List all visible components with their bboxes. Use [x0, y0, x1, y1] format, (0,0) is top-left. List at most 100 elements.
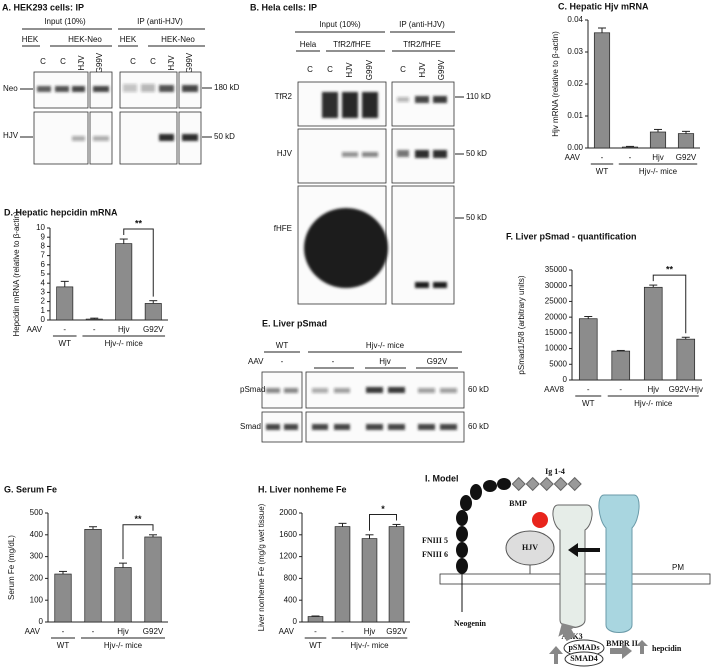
blot: [305, 411, 465, 443]
x-tick-label: -: [619, 385, 622, 394]
bar-chart: H. Liver nonheme Fe Liver nonheme Fe (mg/…: [257, 484, 410, 650]
lane-label: HJV: [77, 55, 86, 71]
row-label: TfR2: [275, 92, 293, 101]
lane-label: G99V: [437, 59, 446, 80]
blot: [305, 371, 465, 409]
x-tick-label: Hjv: [652, 153, 664, 162]
size-label: 50 kD: [214, 132, 235, 141]
y-axis-label: Hepcidin mRNA (relative to β-actin): [12, 211, 21, 336]
y-tick-label: 0: [39, 617, 44, 626]
x-tick-label: Hjv: [647, 385, 659, 394]
alk3: [552, 504, 593, 628]
bands: [304, 92, 447, 288]
panel-title: B. Hela cells: IP: [250, 2, 317, 12]
y-tick-label: 35000: [545, 265, 568, 274]
y-tick-label: 5000: [549, 359, 567, 368]
x-tick-label: -: [63, 325, 66, 334]
y-tick-label: 0.01: [567, 111, 583, 120]
chart-title: F. Liver pSmad - quantification: [506, 231, 637, 241]
chart-title: H. Liver nonheme Fe: [258, 484, 347, 494]
x-tick-label: -: [629, 153, 632, 162]
cell-label: HEK: [120, 35, 137, 44]
y-tick-label: 0: [563, 375, 568, 384]
cell-label: TfR2/fHFE: [333, 40, 371, 49]
row-label: AAV8: [544, 385, 564, 394]
label: FNIII 5: [422, 536, 448, 545]
y-tick-label: 30000: [545, 281, 568, 290]
bar: [307, 616, 324, 623]
group-label: Hjv-/- mice: [350, 641, 389, 650]
bar: [84, 528, 102, 623]
y-tick-label: 1600: [279, 530, 297, 539]
lane-label: G99V: [95, 52, 104, 73]
bmp: [532, 512, 548, 528]
group-label: Hjv-/- mice: [105, 339, 144, 348]
y-tick-label: 400: [30, 530, 44, 539]
significance-label: **: [666, 264, 674, 274]
lane-label: HJV: [345, 62, 354, 78]
lane-label: C: [60, 57, 66, 66]
label: FNIII 6: [422, 550, 448, 559]
header: Input (10%): [44, 17, 86, 26]
lane-label: C: [130, 57, 136, 66]
label: HJV: [522, 543, 538, 552]
y-axis-label: Hjv mRNA (relative to β-actin): [551, 31, 560, 137]
bar: [144, 303, 162, 321]
bar: [643, 286, 663, 381]
size-label: 60 kD: [468, 385, 489, 394]
significance-bracket: [123, 228, 154, 297]
chart-title: G. Serum Fe: [4, 484, 57, 494]
lane-label: C: [150, 57, 156, 66]
group-label: WT: [309, 641, 322, 650]
y-tick-label: 0.00: [567, 143, 583, 152]
y-tick-label: 6: [41, 260, 46, 269]
lane-label: -: [281, 357, 284, 366]
header: IP (anti-HJV): [399, 20, 445, 29]
bar: [56, 286, 74, 321]
y-tick-label: 0.02: [567, 79, 583, 88]
bar: [85, 318, 103, 321]
size-label: 180 kD: [214, 83, 240, 92]
y-tick-label: 500: [30, 508, 44, 517]
x-tick-label: G92V: [386, 627, 407, 636]
group-label: Hjv-/- mice: [639, 167, 678, 176]
bar: [334, 526, 351, 623]
bar: [578, 318, 598, 381]
header: Input (10%): [319, 20, 361, 29]
group-label: Hjv-/- mice: [104, 641, 143, 650]
significance-label: *: [381, 504, 385, 514]
y-tick-label: 1: [41, 306, 46, 315]
x-tick-label: Hjv: [118, 325, 130, 334]
bar: [611, 350, 631, 381]
bmpr2: [598, 494, 640, 633]
bar-chart: C. Hepatic Hjv mRNA Hjv mRNA (relative to…: [551, 1, 700, 176]
row-label: fHFE: [274, 224, 292, 233]
lane-label: G99V: [365, 59, 374, 80]
group-label: WT: [276, 341, 289, 350]
arrow: [549, 646, 563, 664]
y-tick-label: 400: [284, 595, 298, 604]
y-tick-label: 8: [41, 242, 46, 251]
bar: [361, 538, 378, 623]
lane-label: HJV: [167, 55, 176, 71]
y-tick-label: 0: [41, 315, 46, 324]
y-axis-label: Serum Fe (mg/dL): [7, 535, 16, 600]
panel-title: A. HEK293 cells: IP: [2, 2, 84, 12]
panel-title: E. Liver pSmad: [262, 318, 327, 328]
x-tick-label: G92V: [676, 153, 697, 162]
size-label: 50 kD: [466, 213, 487, 222]
label: pSMADs: [568, 643, 599, 652]
y-tick-label: 0.03: [567, 47, 583, 56]
y-tick-label: 2: [41, 297, 46, 306]
bar: [649, 131, 667, 149]
lane-label: G99V: [185, 52, 194, 73]
label: BMP: [509, 499, 527, 508]
panel-e: E. Liver pSmad WT Hjv-/- mice AAV - - Hj…: [240, 318, 489, 443]
arrow: [558, 623, 576, 642]
lane-label: C: [40, 57, 46, 66]
arrow: [568, 543, 600, 557]
row-label: HJV: [3, 131, 19, 140]
y-tick-label: 25000: [545, 297, 568, 306]
bar-chart: F. Liver pSmad - quantification pSmad1/5/…: [506, 231, 703, 408]
